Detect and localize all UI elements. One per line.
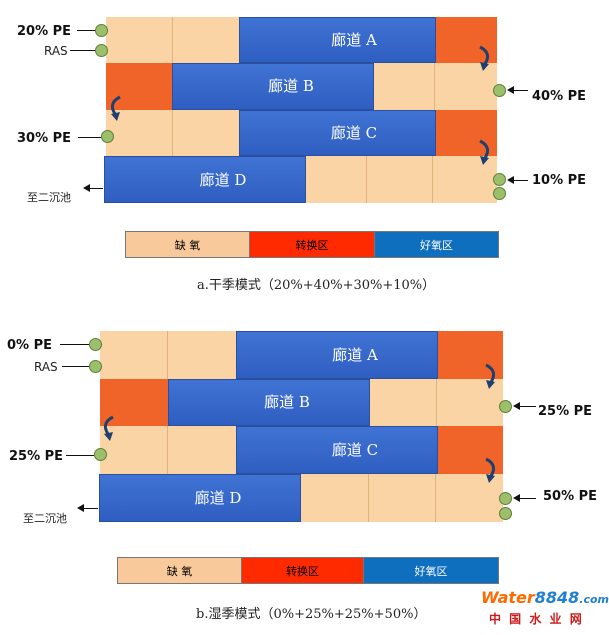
flow-curve-icon	[485, 457, 496, 483]
corridor-d-label: 廊道 D	[199, 171, 247, 189]
caption-b: b.湿季模式（0%+25%+25%+50%）	[196, 607, 427, 622]
zone-anoxic	[306, 156, 497, 203]
zone-divider	[366, 156, 367, 203]
feed-node	[101, 130, 114, 143]
corridor-b-label: 廊道 B	[264, 393, 310, 411]
pointer-line	[70, 50, 95, 51]
pointer-line	[66, 455, 94, 456]
ras-label: RAS	[34, 360, 58, 374]
legend-anoxic: 缺 氧	[125, 231, 250, 258]
legend-transition: 转换区	[250, 231, 375, 258]
zone-transition	[106, 63, 172, 110]
feed-node	[493, 84, 506, 97]
logo-brand-c: .com	[579, 593, 609, 606]
pe-label: 25% PE	[538, 404, 593, 419]
pe-label: 50% PE	[543, 489, 598, 504]
zone-anoxic	[100, 426, 236, 474]
pe-label: 0% PE	[7, 338, 53, 353]
arrow-left-icon	[77, 504, 84, 512]
pe-label: 20% PE	[17, 24, 72, 39]
arrow-left-icon	[513, 494, 520, 502]
outlet-label: 至二沉池	[23, 512, 67, 525]
logo-brand-a: Water	[481, 588, 535, 607]
zone-divider	[172, 110, 173, 156]
zone-divider	[434, 63, 435, 110]
pointer-line	[78, 137, 101, 138]
pointer-line	[88, 188, 103, 189]
feed-node	[499, 507, 512, 520]
flow-curve-icon	[479, 139, 490, 165]
legend-anoxic: 缺 氧	[117, 557, 242, 584]
legend-transition: 转换区	[242, 557, 364, 584]
flow-curve-icon	[103, 415, 114, 441]
feed-node	[95, 24, 108, 37]
corridor-d-label: 廊道 D	[194, 489, 242, 507]
zone-divider	[436, 379, 437, 426]
zone-anoxic	[374, 63, 497, 110]
feed-node	[89, 338, 102, 351]
pe-label: 25% PE	[9, 449, 64, 464]
feed-node	[493, 173, 506, 186]
zone-divider	[172, 17, 173, 63]
arrow-left-icon	[507, 86, 514, 94]
ras-label: RAS	[44, 44, 68, 58]
corridor-b	[168, 379, 370, 426]
pointer-line	[82, 508, 98, 509]
corridor-c	[239, 110, 436, 156]
pointer-line	[60, 344, 89, 345]
ras-node	[95, 44, 108, 57]
arrow-left-icon	[513, 402, 520, 410]
pe-label: 40% PE	[532, 89, 587, 104]
corridor-a-label: 廊道 A	[331, 31, 377, 49]
flow-curve-icon	[479, 45, 490, 71]
zone-anoxic	[100, 331, 236, 379]
zone-divider	[167, 331, 168, 379]
corridor-b	[172, 63, 374, 110]
ras-node	[89, 360, 102, 373]
pointer-line	[518, 406, 536, 407]
zone-divider	[432, 156, 433, 203]
legend-aerobic: 好氧区	[364, 557, 499, 584]
flow-curve-icon	[110, 95, 121, 121]
pointer-line	[512, 90, 528, 91]
pointer-line	[62, 366, 89, 367]
pe-label: 10% PE	[532, 173, 587, 188]
caption-a: a.干季模式（20%+40%+30%+10%）	[197, 278, 436, 293]
zone-divider	[435, 474, 436, 522]
pointer-line	[77, 30, 95, 31]
zone-divider	[368, 474, 369, 522]
corridor-d	[104, 156, 306, 203]
corridor-a-label: 廊道 A	[332, 346, 378, 364]
zone-anoxic	[301, 474, 503, 522]
corridor-c	[236, 426, 438, 474]
arrow-left-icon	[507, 176, 514, 184]
feed-node	[499, 400, 512, 413]
flow-curve-icon	[485, 363, 496, 389]
arrow-left-icon	[83, 184, 90, 192]
pe-label: 30% PE	[17, 131, 72, 146]
outlet-label: 至二沉池	[27, 191, 71, 204]
feed-node	[493, 187, 506, 200]
corridor-b-label: 廊道 B	[268, 77, 314, 95]
zone-divider	[167, 426, 168, 474]
pointer-line	[512, 180, 528, 181]
corridor-d	[99, 474, 301, 522]
corridor-a	[236, 331, 438, 379]
corridor-c-label: 廊道 C	[331, 441, 379, 459]
feed-node	[94, 448, 107, 461]
legend-aerobic: 好氧区	[375, 231, 499, 258]
logo-text: Water8848.com	[481, 588, 609, 607]
corridor-a	[239, 17, 436, 63]
logo-subtitle: 中 国 水 业 网	[489, 612, 584, 626]
corridor-c-label: 廊道 C	[330, 124, 378, 142]
feed-node	[499, 492, 512, 505]
logo-brand-b: 8848	[534, 588, 580, 607]
pointer-line	[518, 498, 536, 499]
